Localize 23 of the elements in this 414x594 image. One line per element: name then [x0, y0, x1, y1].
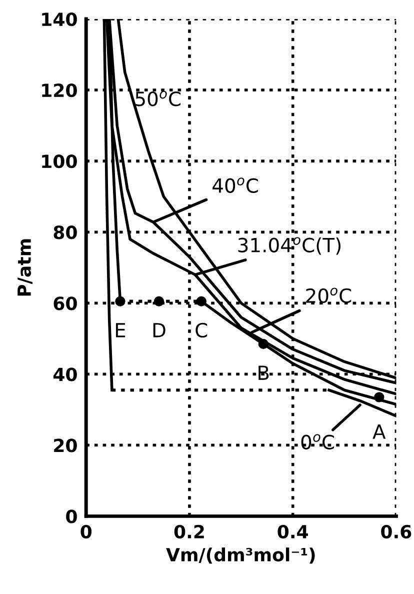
y-tick-label: 120: [42, 83, 77, 98]
annotation: E: [116, 323, 126, 338]
annotation: 0$^{o}$C: [301, 434, 334, 450]
y-tick-label: 140: [42, 12, 77, 26]
x-axis-title: Vm/(dm³mol⁻¹): [166, 548, 315, 564]
y-tick-label: 40: [53, 368, 77, 382]
y-tick-label: 0: [66, 510, 77, 524]
annotation: D: [153, 323, 166, 338]
x-tick-label: 0.2: [174, 524, 204, 538]
annotation: B: [258, 366, 269, 380]
annotation: C: [196, 322, 208, 338]
x-tick-label: 0: [80, 524, 92, 538]
annotation: 31.04$^{o}$C(T): [238, 237, 340, 255]
annotation: 40$^{o}$C: [212, 178, 258, 193]
y-tick-label: 20: [54, 438, 77, 452]
annotation: 50$^{o}$C: [136, 90, 180, 106]
x-tick-label: 0.6: [381, 524, 412, 538]
y-tick-label: 80: [54, 226, 77, 240]
y-axis-title: P/atm: [18, 239, 32, 296]
y-tick-label: 60: [54, 296, 77, 310]
x-tick-label: 0.4: [278, 524, 308, 538]
y-tick-label: 100: [42, 154, 77, 168]
annotation: A: [372, 424, 386, 439]
